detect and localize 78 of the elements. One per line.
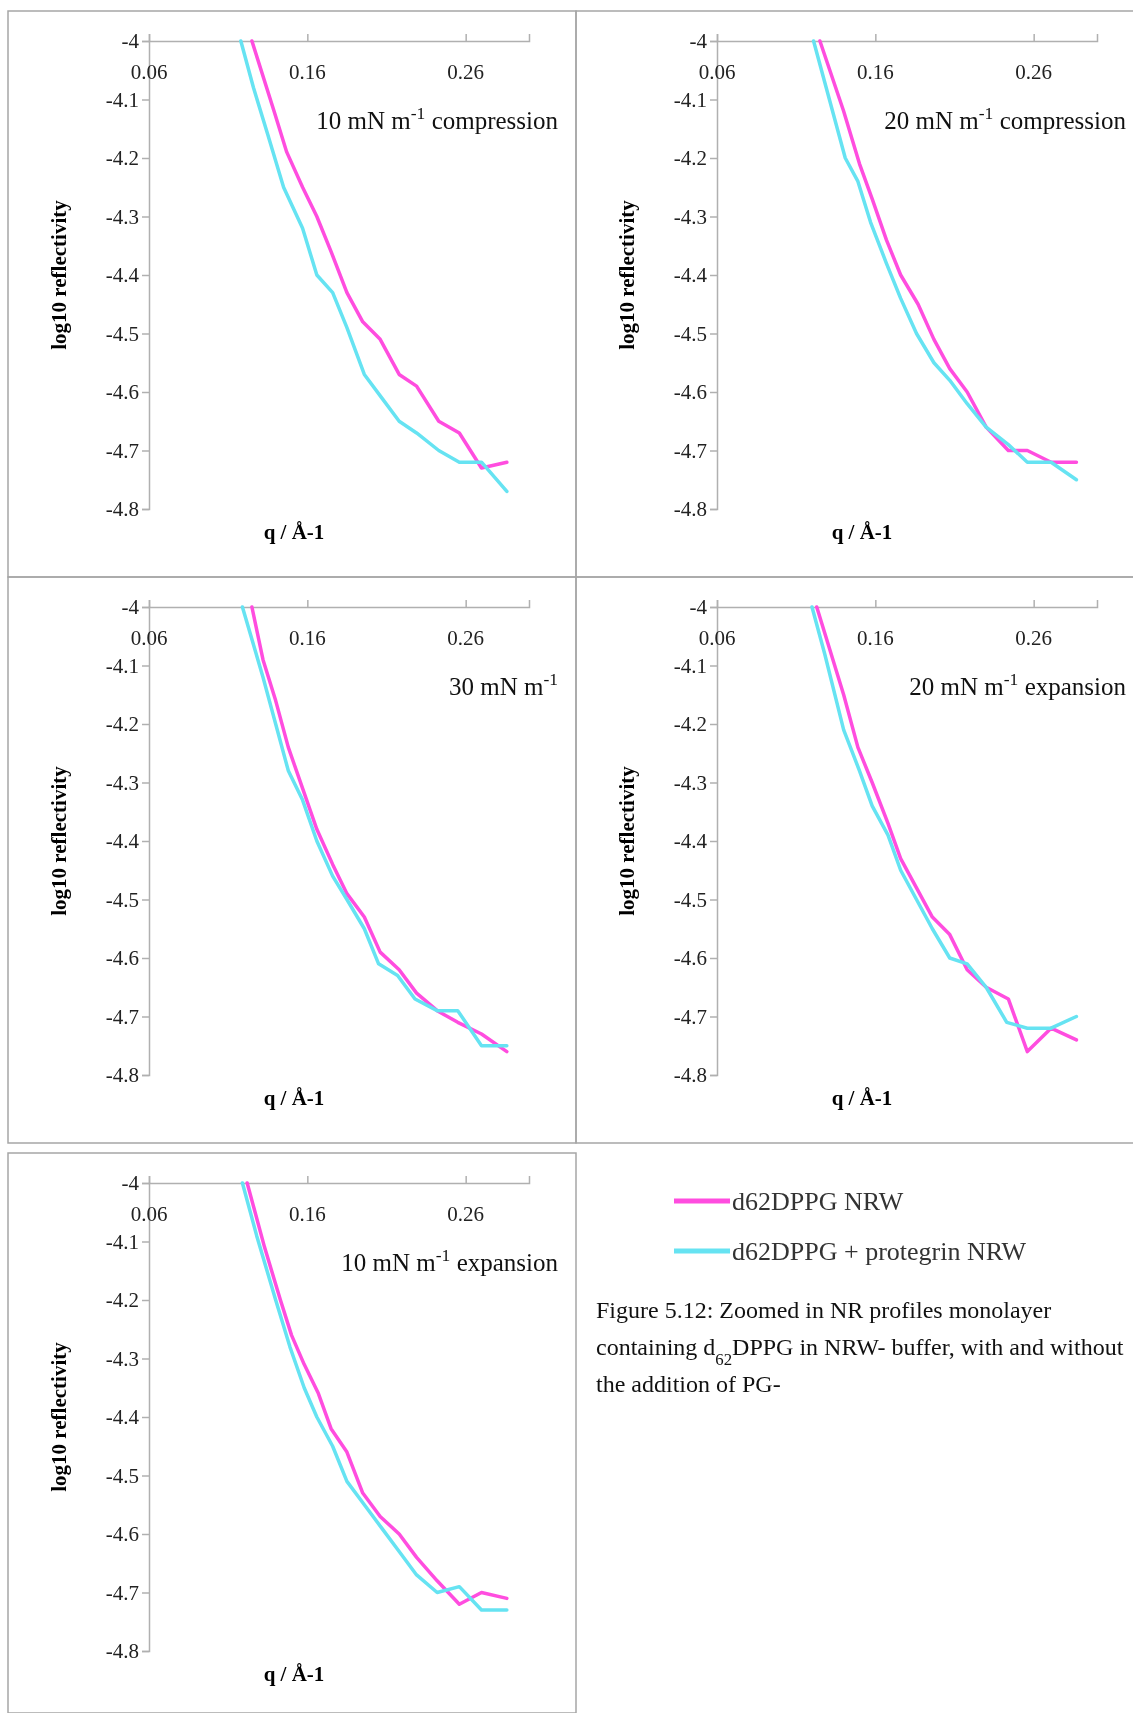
x-tick-label: 0.06 — [698, 626, 736, 650]
y-tick-label: -4.4 — [673, 829, 708, 854]
x-axis-title: q / Å-1 — [831, 520, 893, 544]
caption: Figure 5.12: Zoomed in NR profiles monolayer containing d$_{62}$DPPG in NRW- buffer, with and without the addition of PG- — [596, 1297, 1124, 1397]
y-tick-label: -4 — [121, 1171, 140, 1196]
y-tick-label: -4.2 — [105, 1288, 139, 1313]
x-tick-label: 0.06 — [130, 626, 168, 650]
y-tick-label: -4.2 — [673, 146, 707, 171]
x-tick-label: 0.26 — [447, 60, 485, 84]
x-tick-label: 0.16 — [856, 626, 894, 650]
y-axis-title: log10 reflectivity — [615, 199, 639, 350]
y-tick-label: -4 — [689, 595, 708, 620]
y-tick-label: -4.3 — [673, 770, 707, 795]
legend-label: d62DPPG NRW — [732, 1187, 904, 1216]
y-tick-label: -4.6 — [673, 946, 707, 971]
y-tick-label: -4.1 — [105, 87, 139, 112]
x-tick-label: 0.16 — [856, 60, 894, 84]
y-tick-label: -4.7 — [105, 1004, 139, 1029]
y-tick-label: -4.8 — [105, 1063, 139, 1088]
y-tick-label: -4.1 — [105, 1229, 139, 1254]
y-tick-label: -4.7 — [105, 1580, 139, 1605]
y-tick-label: -4.6 — [673, 380, 707, 405]
y-tick-label: -4.8 — [673, 1063, 707, 1088]
y-tick-label: -4.5 — [673, 321, 707, 346]
y-axis-title: log10 reflectivity — [47, 1341, 71, 1492]
x-tick-label: 0.26 — [447, 626, 485, 650]
y-tick-label: -4.5 — [673, 887, 707, 912]
y-tick-label: -4.6 — [105, 380, 139, 405]
x-axis-title: q / Å-1 — [263, 520, 325, 544]
text: 20 mN m$^{-1}$ compression — [884, 103, 1127, 134]
x-tick-label: 0.06 — [130, 60, 168, 84]
y-tick-label: -4.3 — [105, 204, 139, 229]
y-tick-label: -4.8 — [105, 497, 139, 522]
y-tick-label: -4.4 — [673, 263, 708, 288]
text: 10 mN m$^{-1}$ compression — [316, 103, 559, 134]
x-tick-label: 0.26 — [1015, 626, 1053, 650]
y-tick-label: -4.5 — [105, 1463, 139, 1488]
x-axis-title: q / Å-1 — [831, 1086, 893, 1110]
y-tick-label: -4.2 — [105, 712, 139, 737]
x-axis-title: q / Å-1 — [263, 1086, 325, 1110]
y-tick-label: -4.8 — [105, 1639, 139, 1664]
text: 30 mN m$^{-1}$ — [448, 669, 558, 700]
y-axis-title: log10 reflectivity — [615, 765, 639, 916]
y-tick-label: -4.6 — [105, 1522, 139, 1547]
x-tick-label: 0.26 — [447, 1202, 485, 1226]
x-tick-label: 0.06 — [130, 1202, 168, 1226]
y-axis-title: log10 reflectivity — [47, 765, 71, 916]
y-tick-label: -4.1 — [105, 653, 139, 678]
y-tick-label: -4.1 — [673, 653, 707, 678]
y-tick-label: -4 — [121, 595, 140, 620]
y-tick-label: -4.7 — [673, 438, 707, 463]
y-tick-label: -4.4 — [105, 829, 140, 854]
y-tick-label: -4.4 — [105, 263, 140, 288]
x-tick-label: 0.16 — [288, 1202, 326, 1226]
y-tick-label: -4.2 — [105, 146, 139, 171]
x-tick-label: 0.16 — [288, 626, 326, 650]
y-tick-label: -4.3 — [105, 1346, 139, 1371]
y-tick-label: -4.7 — [105, 438, 139, 463]
y-tick-label: -4.2 — [673, 712, 707, 737]
x-axis-title: q / Å-1 — [263, 1662, 325, 1686]
y-tick-label: -4 — [121, 29, 140, 54]
y-tick-label: -4.3 — [673, 204, 707, 229]
y-tick-label: -4.6 — [105, 946, 139, 971]
legend-label: d62DPPG + protegrin NRW — [732, 1237, 1027, 1266]
text: 20 mN m$^{-1}$ expansion — [909, 669, 1127, 700]
y-tick-label: -4.7 — [673, 1004, 707, 1029]
x-tick-label: 0.16 — [288, 60, 326, 84]
y-tick-label: -4.5 — [105, 887, 139, 912]
x-tick-label: 0.26 — [1015, 60, 1053, 84]
y-tick-label: -4.3 — [105, 770, 139, 795]
y-tick-label: -4.1 — [673, 87, 707, 112]
y-tick-label: -4 — [689, 29, 708, 54]
y-tick-label: -4.8 — [673, 497, 707, 522]
y-tick-label: -4.5 — [105, 321, 139, 346]
text: 10 mN m$^{-1}$ expansion — [341, 1245, 559, 1276]
y-tick-label: -4.4 — [105, 1405, 140, 1430]
x-tick-label: 0.06 — [698, 60, 736, 84]
y-axis-title: log10 reflectivity — [47, 199, 71, 350]
